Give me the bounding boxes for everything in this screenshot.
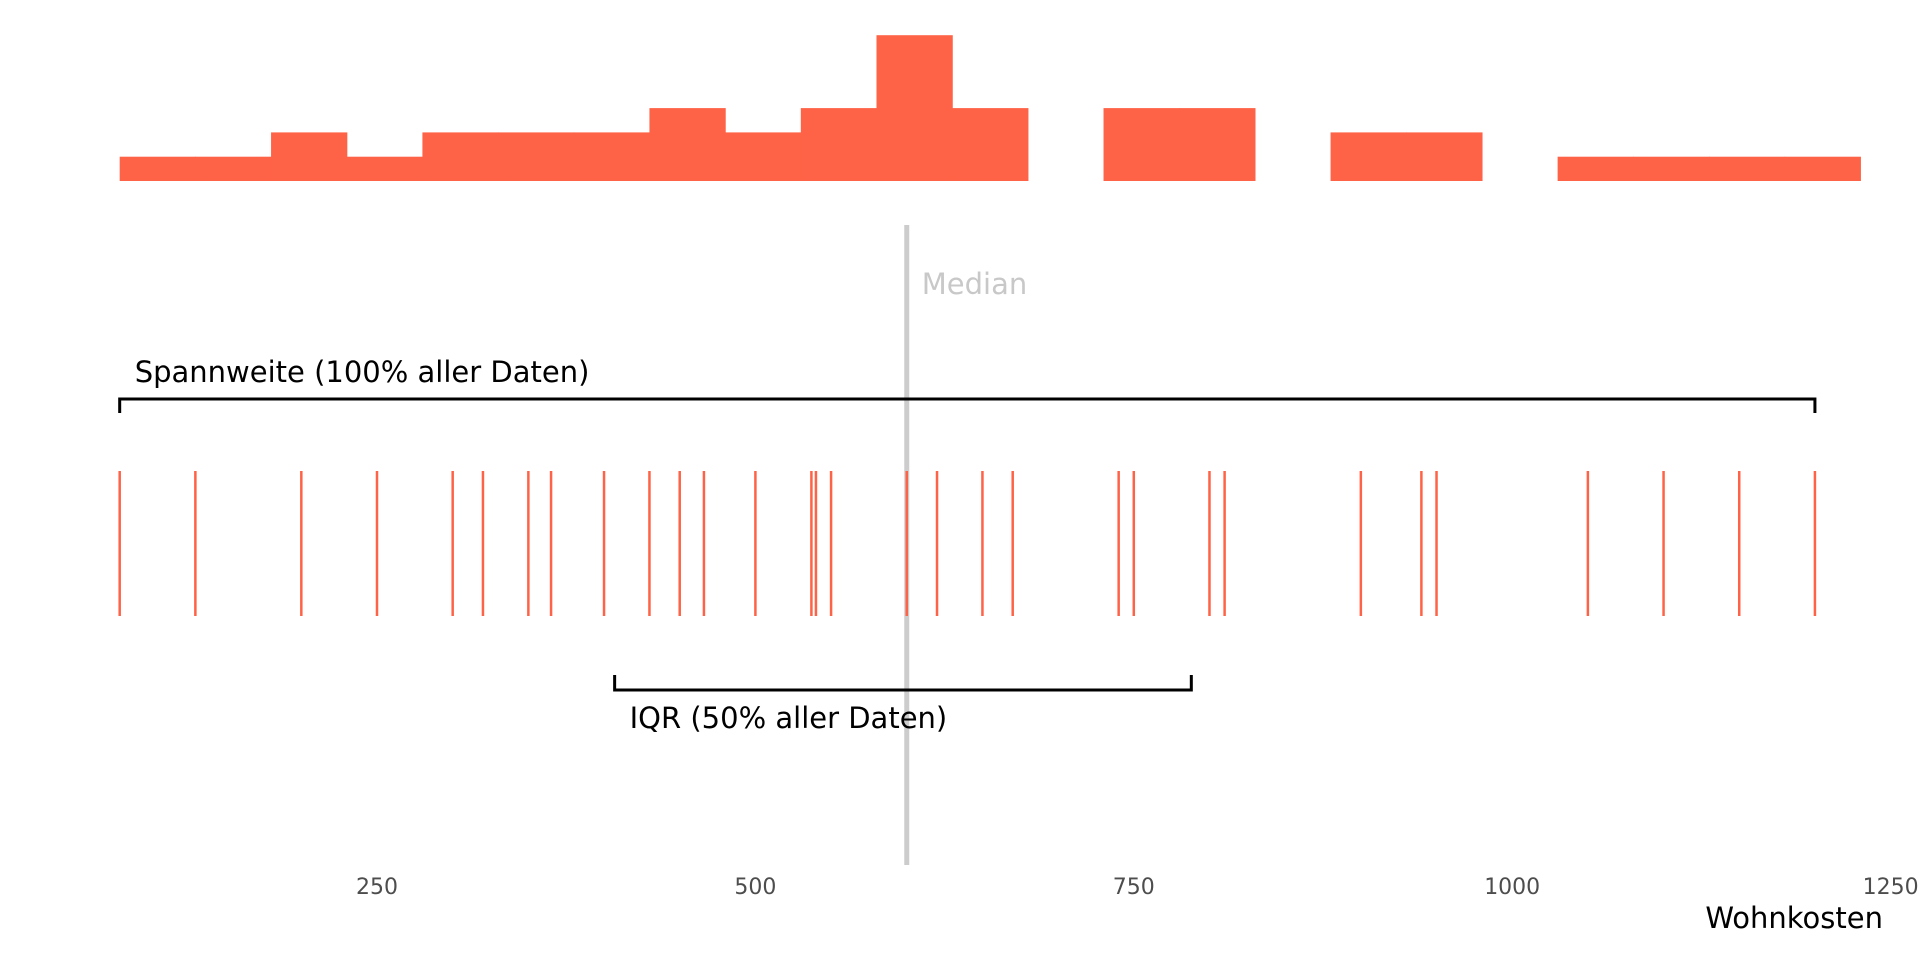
x-tick-label: 250 xyxy=(356,875,398,900)
histogram-bar xyxy=(1784,156,1861,181)
histogram-bar xyxy=(1179,108,1256,181)
histogram-bar xyxy=(800,108,878,181)
iqr-bracket xyxy=(613,675,1193,692)
histogram-bar xyxy=(195,156,272,181)
histogram-bar xyxy=(725,132,802,181)
histogram-bar xyxy=(422,132,499,181)
histogram-bar xyxy=(1557,156,1634,181)
histogram xyxy=(119,35,1861,182)
histogram-bar xyxy=(346,156,424,181)
x-axis-ticks: 250 500 750 1000 1250 xyxy=(356,875,1919,900)
x-tick-label: 750 xyxy=(1113,875,1155,900)
rug-marks xyxy=(118,471,1817,616)
histogram-bar xyxy=(271,132,348,181)
x-tick-label: 1250 xyxy=(1863,875,1919,900)
histogram-bar xyxy=(1406,132,1483,181)
histogram-bar xyxy=(1633,156,1710,181)
histogram-bar xyxy=(952,108,1029,181)
x-tick-label: 1000 xyxy=(1484,875,1540,900)
histogram-bar xyxy=(876,35,953,182)
median-label: Median xyxy=(922,267,1027,301)
histogram-bar xyxy=(119,156,196,181)
range-bracket xyxy=(118,397,1817,413)
histogram-bar xyxy=(1103,108,1180,181)
histogram-bar xyxy=(649,108,726,181)
histogram-bar xyxy=(1330,132,1407,181)
histogram-bar xyxy=(573,132,651,181)
x-axis-title: Wohnkosten xyxy=(1705,901,1883,935)
histogram-bar xyxy=(498,132,575,181)
iqr-label: IQR (50% aller Daten) xyxy=(630,701,948,735)
histogram-bar xyxy=(1708,156,1786,181)
range-label: Spannweite (100% aller Daten) xyxy=(135,355,590,389)
x-tick-label: 500 xyxy=(734,875,776,900)
